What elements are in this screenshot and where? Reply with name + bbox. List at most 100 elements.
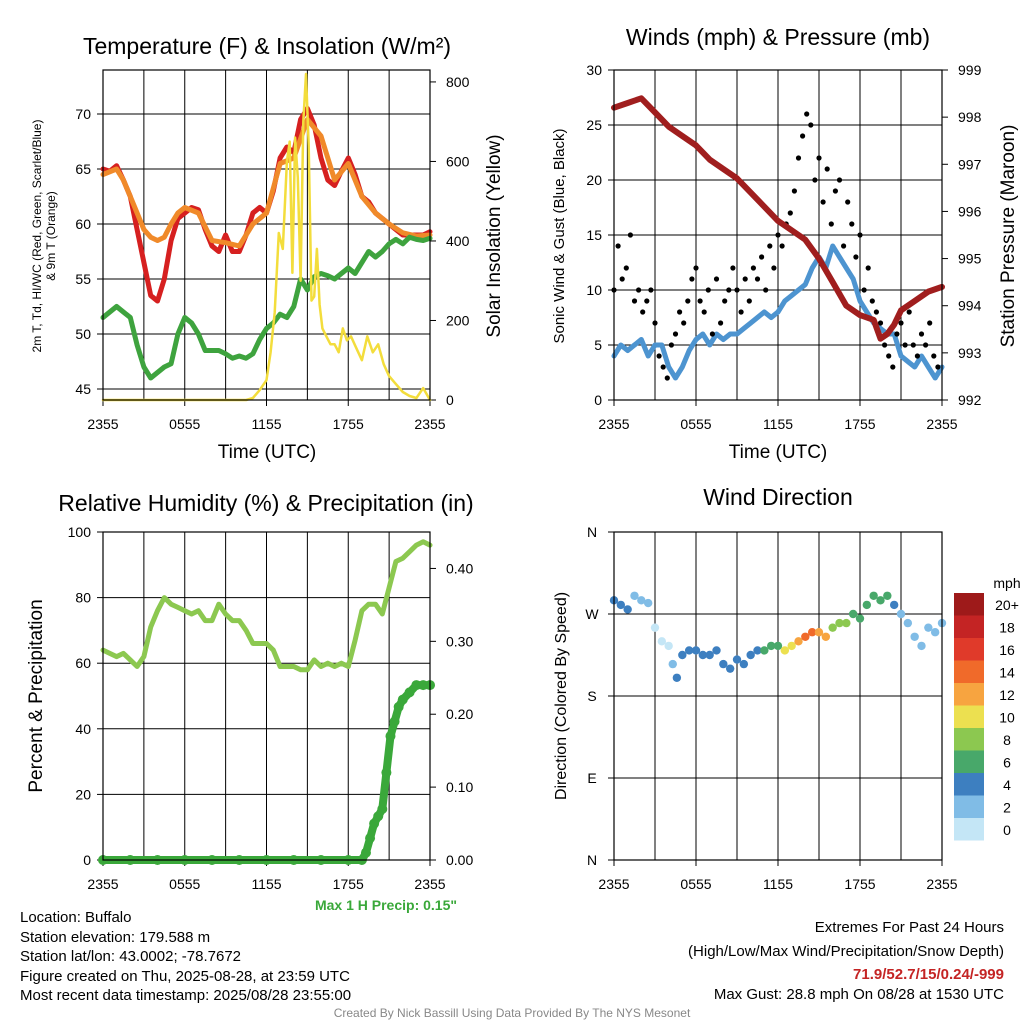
wind-series-gust-point — [824, 166, 830, 172]
colorbar-label: 18 — [999, 620, 1015, 636]
wind-ytick-right-label: 998 — [958, 109, 982, 125]
wind-series-gust-point — [869, 298, 875, 304]
wind-series-gust-point — [845, 199, 851, 205]
dir-point — [760, 646, 769, 655]
extremes-block: Extremes For Past 24 Hours (High/Low/Max… — [688, 918, 1004, 1004]
wind-series-gust-point — [664, 375, 670, 381]
wind-ytick-label: 30 — [586, 62, 602, 78]
wind-series-gust-point — [754, 276, 761, 282]
temp-ytick-right-label: 0 — [446, 392, 454, 408]
wind-series-gust-point — [734, 287, 740, 293]
colorbar-label: 4 — [1003, 777, 1011, 793]
wind-series-gust-point — [636, 287, 642, 293]
dir-point — [691, 646, 701, 655]
rh-ytick-label: 20 — [75, 786, 91, 802]
colorbar-swatch — [954, 750, 984, 773]
temp-ytick-right-label: 600 — [446, 153, 470, 169]
wind-series-gust-point — [771, 265, 777, 271]
wind-series-gust-point — [832, 188, 839, 194]
wind-series-gust-point — [644, 298, 650, 304]
rh-ytick-label: 80 — [75, 590, 91, 606]
dir-xtick-label: 0555 — [680, 876, 711, 892]
wind-series-gust-point — [816, 155, 822, 161]
dir-point — [848, 609, 858, 619]
temp-frame — [102, 69, 431, 401]
wind-series-gust-point — [705, 287, 711, 293]
colorbar-swatch — [954, 638, 984, 661]
wind-ytick-label: 20 — [586, 172, 602, 188]
wind-series-gust-point — [697, 298, 703, 304]
wind-series-gust-point — [746, 298, 752, 304]
dir-ytick-label: W — [585, 606, 599, 622]
credit-line: Created By Nick Bassill Using Data Provi… — [333, 1006, 691, 1020]
wind-title: Winds (mph) & Pressure (mb) — [626, 24, 930, 50]
wind-xlabel: Time (UTC) — [729, 442, 828, 463]
colorbar-swatch — [954, 795, 984, 818]
dir-point — [883, 591, 892, 600]
colorbar-swatch — [954, 818, 984, 841]
wind-series-gust-point — [795, 155, 802, 161]
dir-point — [917, 641, 926, 651]
wind-series-gust-point — [931, 353, 937, 359]
temp-title: Temperature (F) & Insolation (W/m²) — [83, 33, 451, 59]
dir-point — [862, 600, 872, 610]
rh-xtick-label: 2355 — [414, 876, 445, 892]
wind-series-gust-point — [738, 309, 744, 315]
wind-series-gust-point — [681, 320, 687, 326]
colorbar-swatch — [954, 615, 984, 638]
rh-ytick-label: 60 — [75, 655, 91, 671]
rh-frame — [102, 531, 431, 861]
dir-xtick-label: 2355 — [926, 876, 957, 892]
dir-point — [637, 596, 646, 605]
wind-series-gust-point — [631, 298, 638, 304]
wind-ytick-right-label: 992 — [958, 392, 982, 408]
temp-xtick-label: 0555 — [169, 416, 200, 432]
max-gust: Max Gust: 28.8 mph On 08/28 at 1530 UTC — [713, 985, 1004, 1003]
wind-series-station-pressure-line — [611, 95, 945, 342]
wind-series-gust-point — [779, 243, 785, 249]
dir-title: Wind Direction — [703, 484, 853, 510]
wind-xtick-label: 2355 — [598, 416, 629, 432]
wind-series-gust-point — [927, 320, 933, 326]
wind-series-gust-point — [648, 287, 654, 293]
wind-ytick-right-label: 993 — [958, 345, 982, 361]
wind-series-gust-point — [853, 254, 859, 260]
wind-series-gust-point — [800, 133, 806, 139]
dir-point — [672, 673, 682, 682]
rh-ytick-right-label: 0.20 — [446, 706, 473, 722]
temp-ylabel-right: Solar Insolation (Yellow) — [484, 134, 505, 337]
dir-ytick-label: S — [587, 688, 596, 704]
wind-series-gust-point — [668, 342, 675, 348]
rh-xtick-label: 1155 — [251, 876, 281, 892]
wind-ytick-right-label: 999 — [958, 62, 982, 78]
rh-ytick-right-label: 0.00 — [446, 852, 473, 868]
wind-frame — [613, 69, 943, 401]
wind-series-gust-point — [677, 309, 683, 315]
wind-series-gust-point — [828, 221, 834, 227]
wind-series-gust-point — [923, 342, 929, 348]
dir-point — [842, 618, 851, 628]
dir-point — [814, 628, 824, 637]
wind-xtick-label: 2355 — [926, 416, 957, 432]
dir-ylabel-left: Direction (Colored By Speed) — [553, 592, 570, 800]
dir-point — [678, 650, 687, 660]
temp-ytick-label: 70 — [75, 106, 91, 122]
wind-ytick-right-label: 997 — [958, 156, 982, 172]
rh-ytick-right-label: 0.40 — [446, 560, 473, 576]
wind-series-gust-point — [767, 243, 773, 249]
wind-ytick-right-label: 994 — [958, 298, 982, 314]
wind-series-gust-point — [718, 320, 724, 326]
dir-point — [668, 659, 677, 669]
wind-series-gust-point — [898, 320, 904, 326]
wind-series-gust-point — [877, 320, 884, 326]
wind-series-gust-point — [841, 243, 847, 249]
wind-ytick-label: 25 — [586, 117, 602, 133]
dir-point — [835, 618, 844, 628]
wind-series-gust-point — [627, 232, 634, 238]
wind-series-gust-point — [750, 265, 757, 271]
temp-ytick-label: 50 — [75, 326, 91, 342]
wind-series-gust-point — [742, 276, 748, 282]
wind-series-gust-point — [722, 298, 728, 304]
wind-series-gust-point — [672, 331, 679, 337]
wind-series-gust-point — [910, 342, 916, 348]
